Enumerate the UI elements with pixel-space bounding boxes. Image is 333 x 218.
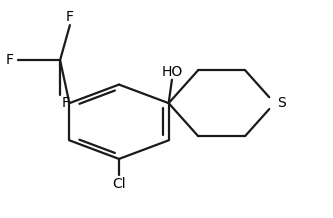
Text: HO: HO [161, 65, 182, 79]
Text: Cl: Cl [112, 177, 126, 191]
Text: F: F [62, 96, 70, 110]
Text: S: S [277, 96, 286, 110]
Text: F: F [6, 53, 14, 67]
Text: F: F [66, 10, 74, 24]
